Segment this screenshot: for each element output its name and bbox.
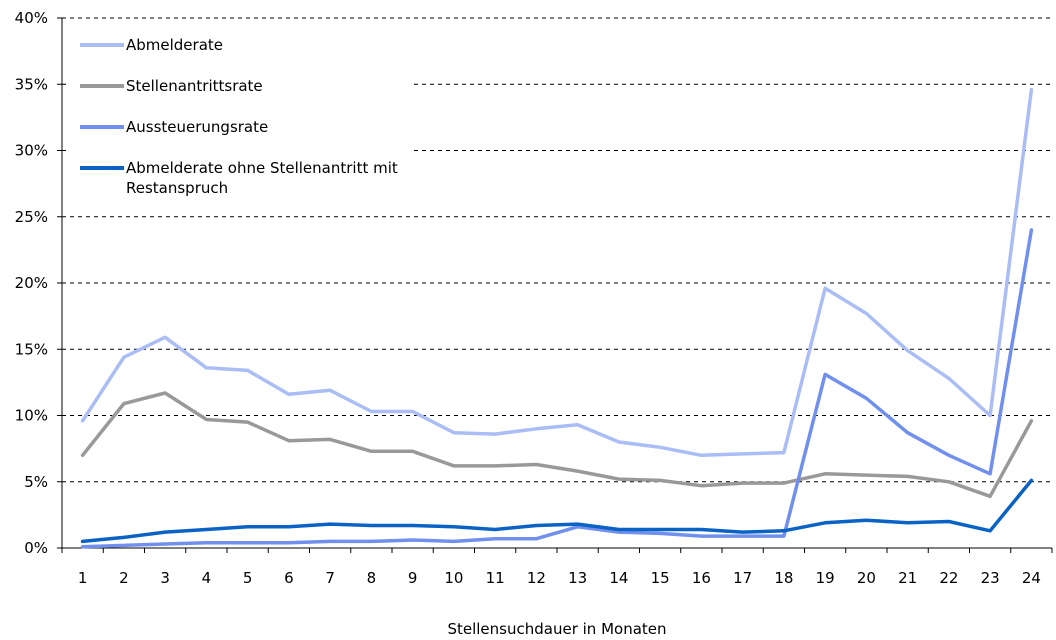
x-tick-labels: 1 2 3 4 5 6 7 8 9 10 11 12 13 14 15 16 17 18 19 20 21 22 23 24 <box>61 548 1053 587</box>
legend-label: Stellenantrittsrate <box>126 77 263 95</box>
y-tick-label: 25% <box>15 208 48 226</box>
legend-label: Abmelderate <box>126 36 223 54</box>
y-tick-label: 5% <box>24 473 48 491</box>
series-line <box>80 87 1034 458</box>
y-tick-label: 40% <box>15 9 48 27</box>
x-tick-label: 21 <box>898 569 917 587</box>
x-tick-label: 8 <box>367 569 377 587</box>
legend-background <box>68 22 414 204</box>
y-tick-label: 0% <box>24 539 48 557</box>
x-tick-label: 11 <box>486 569 505 587</box>
y-tick-labels: 0% 5% 10% 15% 20% 25% 30% 35% 40% <box>15 9 62 557</box>
x-tick-label: 15 <box>651 569 670 587</box>
y-tick-label: 35% <box>15 75 48 93</box>
x-tick-label: 7 <box>325 569 335 587</box>
x-tick-label: 24 <box>1022 569 1041 587</box>
x-tick-label: 3 <box>160 569 170 587</box>
x-tick-label: 13 <box>568 569 587 587</box>
x-tick-label: 4 <box>202 569 212 587</box>
legend-label: Aussteuerungsrate <box>126 118 268 136</box>
series-lines <box>80 87 1034 549</box>
series-line <box>80 391 1034 499</box>
x-axis-title: Stellensuchdauer in Monaten <box>447 620 666 638</box>
x-tick-label: 2 <box>119 569 129 587</box>
x-tick-label: 17 <box>733 569 752 587</box>
x-tick-label: 1 <box>78 569 88 587</box>
x-tick-label: 19 <box>816 569 835 587</box>
x-tick-label: 16 <box>692 569 711 587</box>
y-tick-label: 30% <box>15 142 48 160</box>
x-tick-label: 12 <box>527 569 546 587</box>
x-tick-label: 9 <box>408 569 418 587</box>
x-tick-label: 5 <box>243 569 253 587</box>
legend: Abmelderate Stellenantrittsrate Aussteueru… <box>80 36 398 197</box>
y-tick-label: 15% <box>15 340 48 358</box>
x-tick-label: 10 <box>444 569 463 587</box>
y-tick-label: 20% <box>15 274 48 292</box>
x-tick-label: 14 <box>609 569 628 587</box>
x-tick-label: 23 <box>981 569 1000 587</box>
x-tick-label: 18 <box>774 569 793 587</box>
x-tick-label: 6 <box>284 569 294 587</box>
x-tick-label: 22 <box>939 569 958 587</box>
series-line <box>80 228 1034 549</box>
y-tick-label: 10% <box>15 407 48 425</box>
legend-box <box>68 22 414 204</box>
legend-label: Abmelderate ohne Stellenantritt mit Resta… <box>126 159 398 197</box>
series-line <box>80 478 1034 544</box>
x-tick-label: 20 <box>857 569 876 587</box>
